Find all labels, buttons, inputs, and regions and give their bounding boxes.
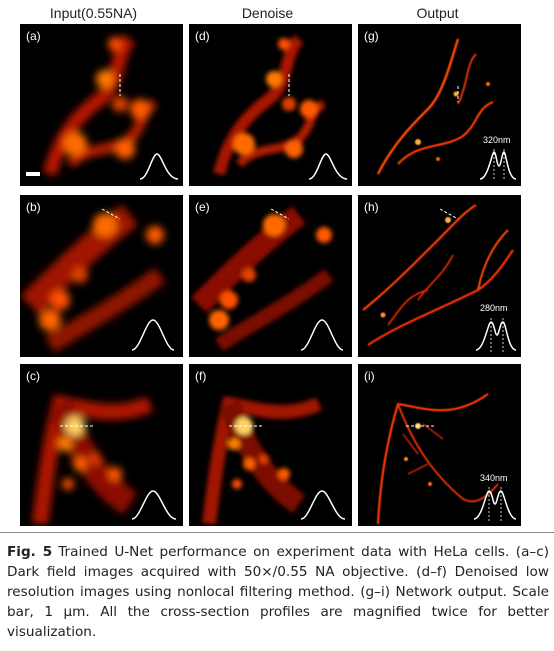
resolution-label: 320nm	[483, 135, 511, 145]
panel-label: (d)	[195, 29, 210, 43]
panel-b: (b)	[20, 195, 183, 357]
panel-f: (f)	[189, 364, 352, 526]
panel-label: (h)	[364, 200, 379, 214]
column-header-output: Output	[416, 5, 459, 21]
panel-label: (a)	[26, 29, 41, 43]
panel-label: (g)	[364, 29, 379, 43]
panel-label: (c)	[26, 369, 40, 383]
panel-e: (e)	[189, 195, 352, 357]
panel-label: (b)	[26, 200, 41, 214]
panel-a: (a)	[20, 24, 183, 186]
panel-g: (g) 320nm	[358, 24, 521, 186]
panel-h: (h) 280nm	[358, 195, 521, 357]
resolution-label: 340nm	[480, 473, 508, 483]
figure-label: Fig. 5	[7, 544, 53, 560]
column-header-input: Input(0.55NA)	[49, 5, 138, 21]
panel-label: (i)	[364, 369, 375, 383]
caption-text: Trained U-Net performance on experiment …	[7, 544, 549, 640]
caption-divider	[0, 532, 554, 533]
panel-i: (i) 340nm	[358, 364, 521, 526]
panel-label: (e)	[195, 200, 210, 214]
panel-c: (c)	[20, 364, 183, 526]
resolution-label: 280nm	[480, 303, 508, 313]
figure-caption: Fig. 5 Trained U-Net performance on exper…	[7, 542, 549, 642]
panel-label: (f)	[195, 369, 207, 383]
column-header-denoise: Denoise	[241, 5, 294, 21]
panel-d: (d)	[189, 24, 352, 186]
